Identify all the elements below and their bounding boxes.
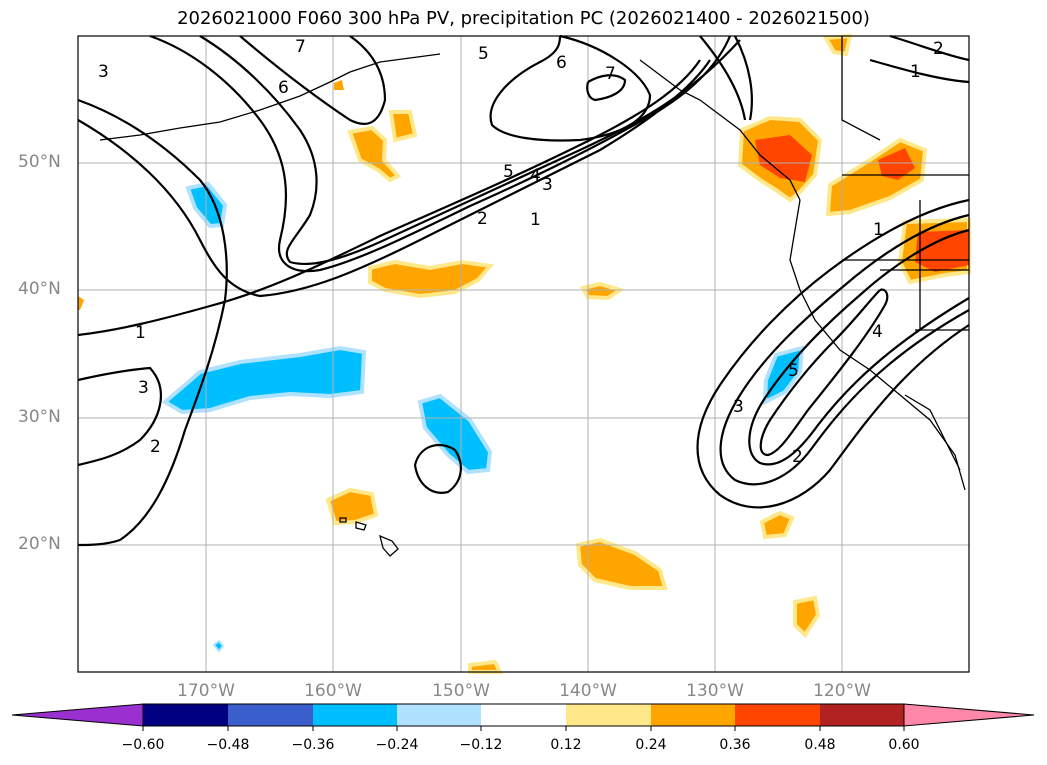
contour-labels: 7 6 6 5 5 5 4 4 3 3 3 3 2 2 2 2 1 1 1 1 … xyxy=(98,37,944,467)
colorbar-segment xyxy=(397,704,481,726)
lat-label-40n: 40°N xyxy=(18,279,61,299)
colorbar-tick-label: 0.60 xyxy=(888,737,920,753)
precip-area-blob xyxy=(759,510,795,540)
contour-label-5: 5 xyxy=(503,162,514,182)
contour-label-6: 6 xyxy=(278,78,289,98)
contour-label-4: 4 xyxy=(530,166,541,186)
coastlines xyxy=(99,36,969,557)
precip-area-blob xyxy=(334,80,344,90)
colorbar xyxy=(11,703,1035,731)
colorbar-segment xyxy=(481,704,566,726)
lon-label-130w: 130°W xyxy=(686,681,744,701)
colorbar-segment xyxy=(735,704,820,726)
colorbar-extend-high xyxy=(903,703,1035,727)
contour-label-2: 2 xyxy=(933,39,944,59)
precip-area-blob xyxy=(212,639,225,653)
precip-area-blob xyxy=(755,135,812,182)
contour-label-2: 2 xyxy=(477,209,488,229)
colorbar-tick-label: 0.24 xyxy=(635,737,667,753)
contour-label-2: 2 xyxy=(792,447,803,467)
colorbar-segment xyxy=(143,704,228,726)
lon-label-160w: 160°W xyxy=(304,681,362,701)
precip-area-blob xyxy=(388,110,418,143)
precip-area-blob xyxy=(325,487,379,526)
colorbar-segment xyxy=(820,704,904,726)
colorbar-tick-label: −0.24 xyxy=(375,737,419,753)
contour-label-6: 6 xyxy=(556,53,567,73)
figure-title: 2026021000 F060 300 hPa PV, precipitatio… xyxy=(177,8,870,29)
pv-contours xyxy=(77,34,970,547)
colorbar-segment xyxy=(566,704,651,726)
lat-label-30n: 30°N xyxy=(18,407,61,427)
contour-label-7: 7 xyxy=(295,37,306,57)
colorbar-tick-label: 0.12 xyxy=(550,737,582,753)
map-panel: 7 6 6 5 5 5 4 4 3 3 3 3 2 2 2 2 1 1 1 1 … xyxy=(77,33,971,674)
colorbar-tick-label: −0.36 xyxy=(291,737,335,753)
precip-area-blob xyxy=(78,296,84,310)
precip-positive-areas xyxy=(78,33,971,674)
contour-label-5: 5 xyxy=(788,361,799,381)
contour-label-7: 7 xyxy=(605,64,616,84)
lon-label-120w: 120°W xyxy=(813,681,871,701)
colorbar-segment xyxy=(228,704,313,726)
lat-label-20n: 20°N xyxy=(18,534,61,554)
colorbar-segment xyxy=(313,704,397,726)
precip-area-blob xyxy=(793,595,821,639)
lat-label-50n: 50°N xyxy=(18,152,61,172)
precip-area-blob xyxy=(417,393,493,475)
precip-area-blob xyxy=(878,148,915,180)
contour-label-1: 1 xyxy=(910,62,921,82)
precip-area-blob xyxy=(579,281,625,301)
lon-label-140w: 140°W xyxy=(559,681,617,701)
contour-label-2: 2 xyxy=(150,437,161,457)
precip-area-blob xyxy=(575,537,668,590)
colorbar-tick-label: 0.36 xyxy=(719,737,751,753)
colorbar-tick-label: −0.60 xyxy=(121,737,165,753)
colorbar-extend-low xyxy=(11,703,144,727)
lon-label-150w: 150°W xyxy=(432,681,490,701)
contour-label-3: 3 xyxy=(138,378,149,398)
colorbar-tick-label: −0.12 xyxy=(459,737,503,753)
colorbar-tick-label: −0.48 xyxy=(206,737,250,753)
colorbar-segment xyxy=(651,704,735,726)
precip-area-blob xyxy=(368,259,494,299)
contour-label-3: 3 xyxy=(98,62,109,82)
contour-label-4: 4 xyxy=(872,322,883,342)
contour-label-3: 3 xyxy=(733,397,744,417)
lon-label-170w: 170°W xyxy=(177,681,235,701)
precip-area-blob xyxy=(915,230,969,272)
precip-area-blob xyxy=(468,659,504,674)
contour-label-5: 5 xyxy=(478,44,489,64)
contour-label-1: 1 xyxy=(530,210,541,230)
contour-label-1: 1 xyxy=(873,220,884,240)
contour-label-3: 3 xyxy=(542,175,553,195)
colorbar-tick-label: 0.48 xyxy=(804,737,836,753)
contour-label-1: 1 xyxy=(135,323,146,343)
